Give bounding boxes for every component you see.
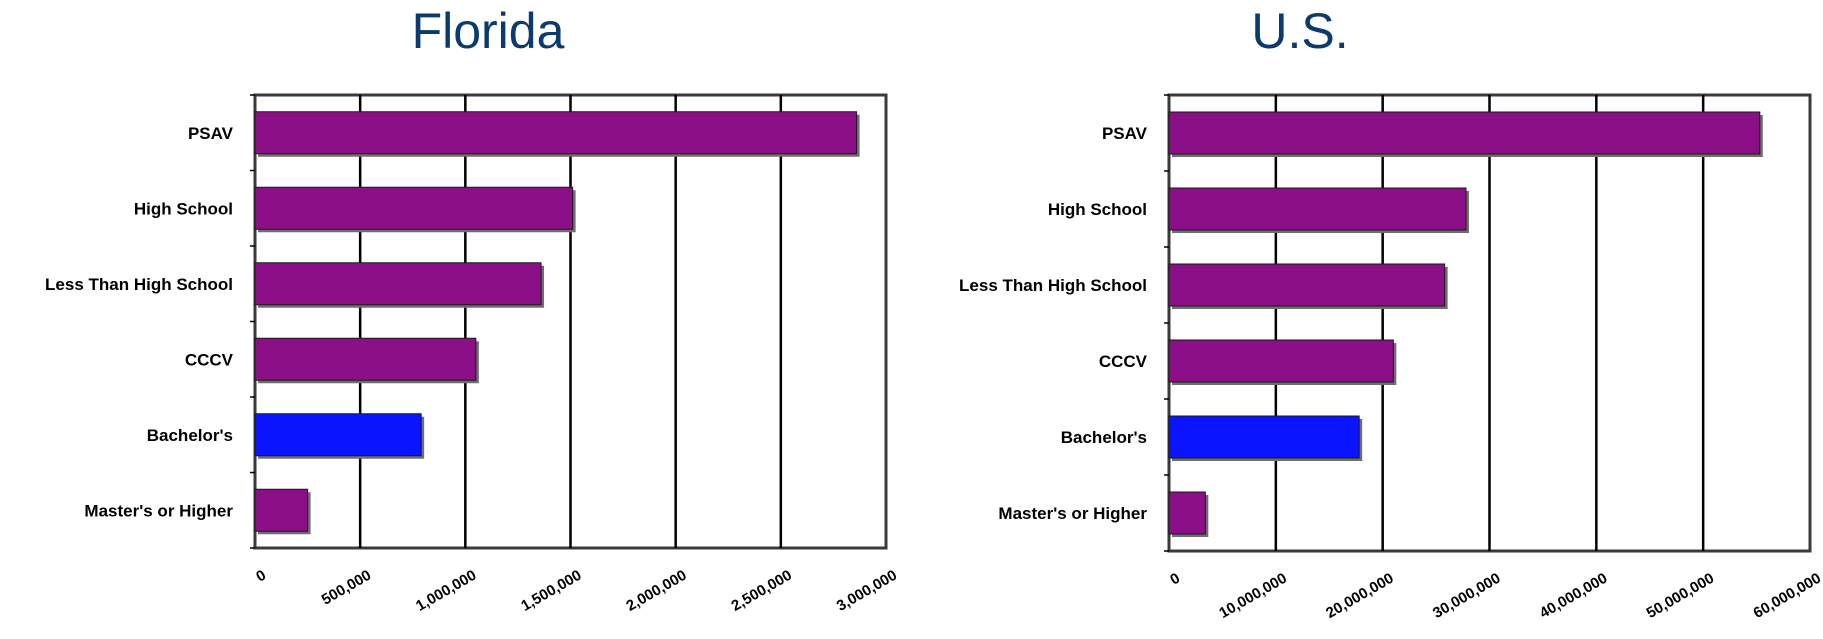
bar bbox=[1168, 263, 1446, 307]
category-label: Master's or Higher bbox=[998, 504, 1147, 523]
bar bbox=[254, 186, 574, 230]
x-tick-label: 60,000,000 bbox=[1750, 570, 1823, 622]
bar bbox=[1168, 187, 1467, 231]
us-chart-panel: U.S. 0 10,000,000 20,000,000 30,000,000 40,0… bbox=[912, 0, 1823, 639]
category-label: CCCV bbox=[1099, 352, 1148, 371]
us-bar-chart: 0 10,000,000 20,000,000 30,000,000 40,000,00… bbox=[959, 93, 1823, 622]
x-tick-label: 1,000,000 bbox=[413, 567, 479, 615]
bar bbox=[254, 488, 309, 532]
x-tick-label: 40,000,000 bbox=[1537, 570, 1611, 622]
x-tick-label: 20,000,000 bbox=[1323, 570, 1397, 622]
x-tick-label: 500,000 bbox=[319, 567, 374, 609]
category-label: Bachelor's bbox=[1061, 428, 1147, 447]
x-tick-label: 2,500,000 bbox=[729, 567, 795, 615]
bar bbox=[1168, 415, 1360, 459]
florida-bar-chart: 0 500,000 1,000,000 1,500,000 2,000,000 2,500… bbox=[45, 93, 900, 615]
category-label: Master's or Higher bbox=[84, 501, 233, 520]
category-label: Bachelor's bbox=[147, 426, 233, 445]
x-tick-label: 0 bbox=[1167, 570, 1183, 589]
category-label: High School bbox=[134, 199, 233, 218]
category-label: Less Than High School bbox=[959, 276, 1147, 295]
x-tick-label: 2,000,000 bbox=[623, 567, 689, 615]
category-label: Less Than High School bbox=[45, 275, 233, 294]
bar bbox=[1168, 111, 1761, 155]
x-tick-label: 10,000,000 bbox=[1216, 570, 1290, 622]
bar bbox=[1168, 491, 1206, 535]
category-label: PSAV bbox=[188, 124, 234, 143]
bar bbox=[1168, 339, 1394, 383]
category-label: High School bbox=[1048, 200, 1147, 219]
x-tick-label: 0 bbox=[253, 567, 269, 586]
x-tick-label: 1,500,000 bbox=[518, 567, 584, 615]
category-label: PSAV bbox=[1102, 124, 1148, 143]
bar bbox=[254, 413, 422, 457]
bar bbox=[254, 262, 542, 306]
florida-chart-panel: Florida 0 500,000 1,000,000 1,500,000 2,000,… bbox=[0, 0, 900, 639]
x-tick-label: 3,000,000 bbox=[834, 567, 900, 615]
x-tick-label: 50,000,000 bbox=[1644, 570, 1718, 622]
bar bbox=[254, 111, 858, 155]
us-chart-title: U.S. bbox=[1251, 3, 1349, 59]
bar bbox=[254, 337, 477, 381]
category-label: CCCV bbox=[185, 350, 234, 369]
x-tick-label: 30,000,000 bbox=[1430, 570, 1504, 622]
florida-chart-title: Florida bbox=[411, 3, 565, 59]
